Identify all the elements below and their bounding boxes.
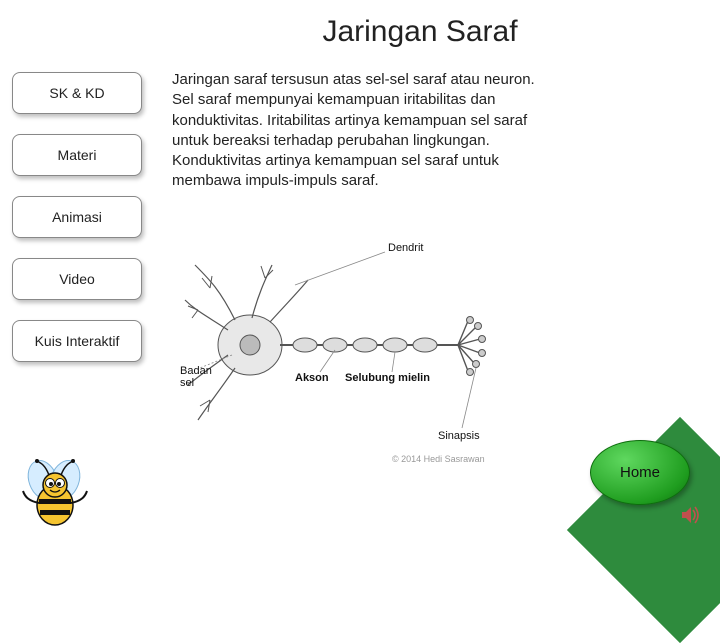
speaker-icon[interactable]	[680, 504, 702, 526]
nav-label: Materi	[58, 147, 97, 163]
nav-animasi[interactable]: Animasi	[12, 196, 142, 238]
nav-label: SK & KD	[49, 85, 104, 101]
page-title: Jaringan Saraf	[160, 15, 680, 49]
nav-sk-kd[interactable]: SK & KD	[12, 72, 142, 114]
home-button[interactable]: Home	[590, 440, 690, 505]
diagram-copyright: © 2014 Hedi Sasrawan	[392, 454, 485, 464]
nav-video[interactable]: Video	[12, 258, 142, 300]
nav-label: Animasi	[52, 209, 102, 225]
nav-kuis[interactable]: Kuis Interaktif	[12, 320, 142, 362]
nav-label: Video	[59, 271, 95, 287]
nav-materi[interactable]: Materi	[12, 134, 142, 176]
body-text: Jaringan saraf tersusun atas sel-sel sar…	[172, 70, 552, 192]
home-label: Home	[620, 464, 660, 481]
nav-label: Kuis Interaktif	[35, 333, 120, 349]
label-dendrit: Dendrit	[388, 242, 423, 254]
label-selubung: Selubung mielin	[345, 372, 430, 384]
neuron-diagram: Dendrit Badan sel Akson Selubung mielin …	[180, 240, 510, 470]
bee-icon	[15, 455, 95, 530]
sidebar: SK & KD Materi Animasi Video Kuis Intera…	[0, 72, 155, 382]
label-akson: Akson	[295, 372, 329, 384]
label-badan-sel: Badan sel	[180, 365, 224, 389]
label-sinapsis: Sinapsis	[438, 430, 480, 442]
